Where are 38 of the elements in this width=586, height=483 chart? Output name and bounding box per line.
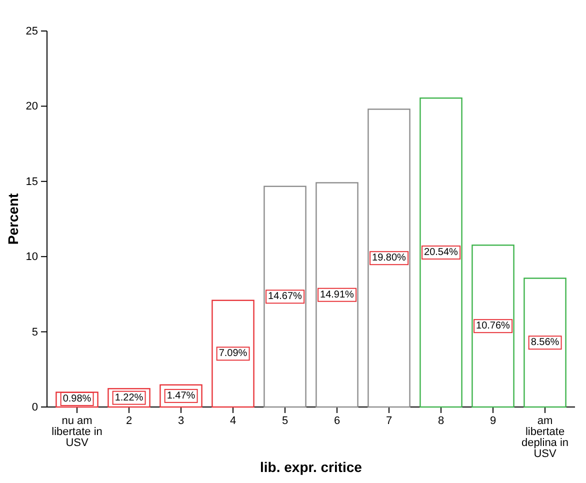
y-tick-label: 15 xyxy=(26,176,38,188)
data-label: 19.80% xyxy=(372,252,406,264)
bar xyxy=(160,384,202,408)
y-tick-label: 25 xyxy=(26,26,38,38)
x-tick-label: 5 xyxy=(282,414,288,427)
x-tick-label: 9 xyxy=(490,414,496,427)
data-label: 14.91% xyxy=(320,289,354,300)
bar xyxy=(212,300,254,408)
data-label: 1.47% xyxy=(166,390,196,402)
bar xyxy=(108,388,150,408)
bar xyxy=(316,182,358,408)
y-axis-title: Percent xyxy=(5,192,21,245)
x-axis-title: lib. expr. critice xyxy=(260,459,362,475)
data-label: 20.54% xyxy=(424,247,458,258)
x-tick-label: 2 xyxy=(126,414,132,427)
data-label: 14.67% xyxy=(268,291,302,302)
x-tick-label: 3 xyxy=(178,414,184,427)
x-tick-label: 4 xyxy=(230,414,236,427)
x-tick-label: 7 xyxy=(386,414,392,427)
y-tick-label: 10 xyxy=(26,251,38,264)
x-tick-label: 6 xyxy=(334,414,340,427)
x-tick-label: am libertate deplina in USV xyxy=(521,414,569,460)
y-tick-label: 5 xyxy=(32,326,38,338)
data-label: 10.76% xyxy=(476,320,510,332)
bar xyxy=(524,278,566,408)
bar xyxy=(56,392,98,408)
y-tick-label: 0 xyxy=(32,402,38,414)
x-tick-label: nu am libertate in USV xyxy=(52,414,102,449)
data-label: 0.98% xyxy=(62,394,92,404)
data-label: 8.56% xyxy=(530,337,560,348)
x-tick-label: 8 xyxy=(438,414,444,427)
bar xyxy=(264,186,306,408)
y-tick-label: 20 xyxy=(26,100,38,113)
data-label: 1.22% xyxy=(114,392,144,404)
data-label: 7.09% xyxy=(218,348,248,360)
bar xyxy=(368,108,410,408)
bar xyxy=(420,97,462,408)
bar xyxy=(472,244,514,408)
